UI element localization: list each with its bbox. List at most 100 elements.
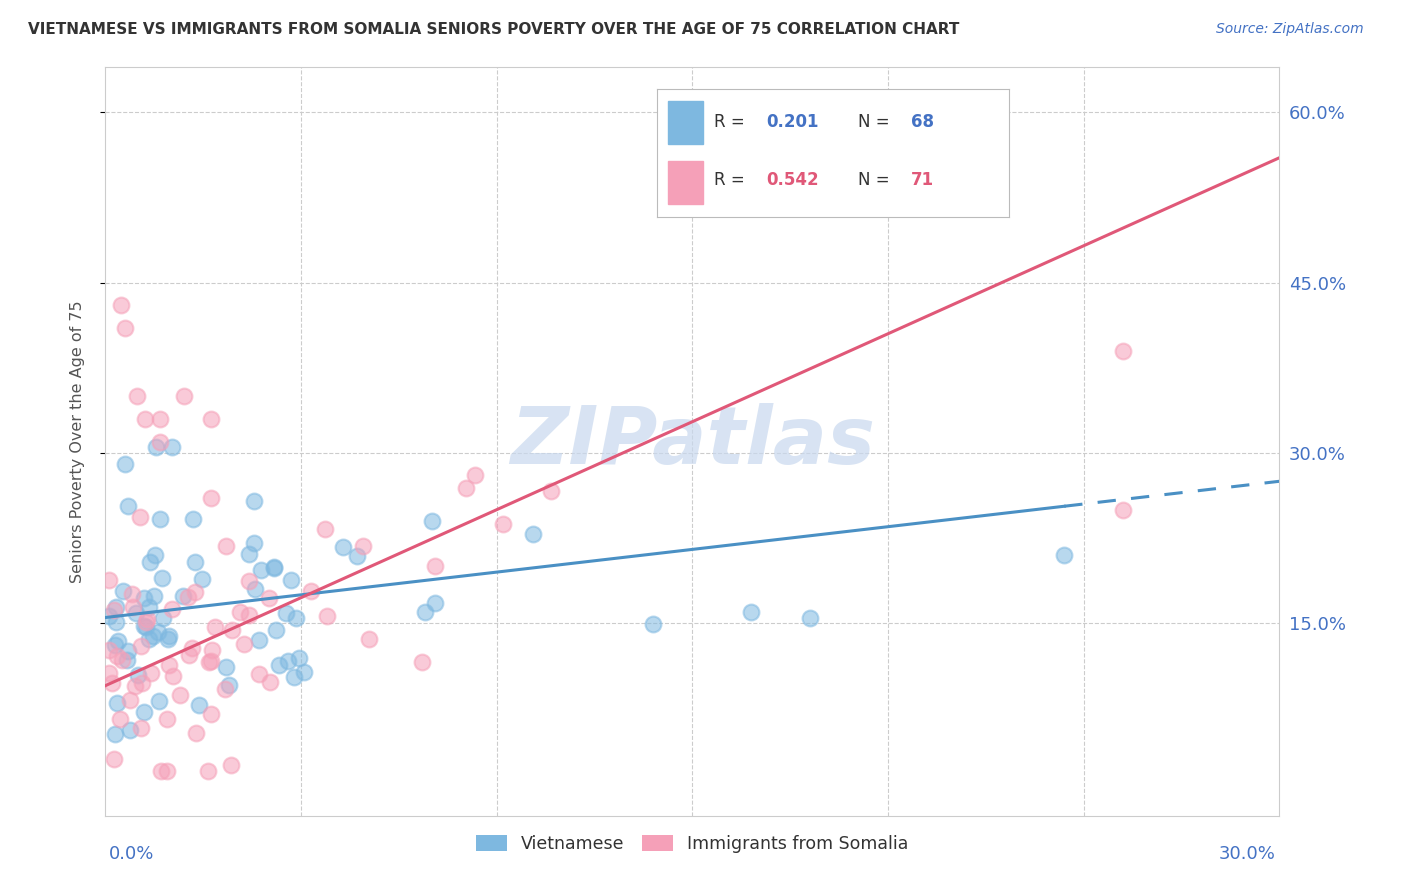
Point: [247, 667, 270, 681]
Point: [238, 574, 260, 589]
Point: [156, 764, 179, 778]
Point: [314, 522, 336, 536]
Point: [136, 612, 159, 626]
Point: [420, 514, 443, 528]
Point: [238, 607, 260, 622]
Point: [129, 721, 152, 735]
Point: [98, 608, 121, 623]
Point: [173, 389, 195, 403]
Point: [243, 493, 266, 508]
Point: [117, 499, 139, 513]
Text: 0.0%: 0.0%: [110, 845, 155, 863]
Point: [184, 555, 207, 569]
Point: [150, 764, 173, 778]
Point: [177, 590, 200, 604]
Point: [110, 298, 132, 312]
Point: [98, 573, 121, 587]
Point: [263, 560, 285, 574]
Point: [188, 698, 211, 713]
Point: [118, 693, 141, 707]
Point: [101, 675, 124, 690]
Point: [238, 547, 260, 561]
Point: [110, 712, 132, 726]
Point: [160, 440, 183, 454]
Point: [157, 658, 180, 673]
Text: Source: ZipAtlas.com: Source: ZipAtlas.com: [1216, 22, 1364, 37]
Point: [149, 434, 172, 449]
Point: [107, 633, 129, 648]
Point: [740, 605, 762, 619]
Point: [98, 665, 121, 680]
Point: [172, 590, 194, 604]
Point: [150, 571, 173, 585]
Point: [492, 516, 515, 531]
Point: [346, 549, 368, 563]
Point: [197, 764, 219, 778]
Point: [143, 548, 166, 562]
Point: [425, 559, 447, 574]
Point: [352, 539, 374, 553]
Point: [315, 609, 337, 624]
Point: [98, 643, 121, 657]
Point: [280, 573, 302, 587]
Point: [112, 584, 135, 599]
Point: [249, 563, 271, 577]
Point: [214, 681, 236, 696]
Point: [219, 758, 242, 772]
Point: [177, 648, 200, 662]
Point: [121, 587, 143, 601]
Point: [277, 654, 299, 668]
Point: [139, 666, 162, 681]
Point: [135, 620, 157, 634]
Point: [266, 623, 288, 637]
Point: [122, 599, 145, 614]
Point: [184, 585, 207, 599]
Point: [160, 601, 183, 615]
Text: ZIPatlas: ZIPatlas: [510, 402, 875, 481]
Point: [1053, 548, 1076, 562]
Point: [115, 653, 138, 667]
Point: [181, 512, 204, 526]
Point: [138, 555, 160, 569]
Point: [105, 696, 128, 710]
Point: [132, 705, 155, 719]
Point: [243, 582, 266, 597]
Point: [415, 605, 437, 619]
Point: [162, 669, 184, 683]
Point: [540, 483, 562, 498]
Point: [105, 599, 128, 614]
Point: [138, 632, 160, 646]
Point: [148, 694, 170, 708]
Point: [152, 610, 174, 624]
Point: [103, 752, 125, 766]
Point: [132, 619, 155, 633]
Y-axis label: Seniors Poverty Over the Age of 75: Seniors Poverty Over the Age of 75: [70, 301, 84, 582]
Point: [200, 706, 222, 721]
Point: [104, 639, 127, 653]
Point: [156, 712, 179, 726]
Point: [111, 653, 134, 667]
Point: [274, 606, 297, 620]
Point: [332, 541, 354, 555]
Point: [135, 615, 157, 629]
Point: [200, 491, 222, 506]
Point: [148, 625, 170, 640]
Point: [283, 670, 305, 684]
Point: [464, 468, 486, 483]
Point: [294, 665, 316, 679]
Point: [215, 660, 238, 674]
Point: [299, 583, 322, 598]
Text: 30.0%: 30.0%: [1219, 845, 1275, 863]
Point: [522, 527, 544, 541]
Text: VIETNAMESE VS IMMIGRANTS FROM SOMALIA SENIORS POVERTY OVER THE AGE OF 75 CORRELA: VIETNAMESE VS IMMIGRANTS FROM SOMALIA SE…: [28, 22, 959, 37]
Point: [125, 606, 148, 620]
Point: [104, 727, 127, 741]
Point: [259, 591, 281, 605]
Point: [114, 321, 136, 335]
Point: [423, 596, 446, 610]
Point: [134, 591, 156, 605]
Point: [215, 539, 238, 553]
Point: [233, 637, 256, 651]
Point: [456, 481, 478, 495]
Point: [138, 600, 160, 615]
